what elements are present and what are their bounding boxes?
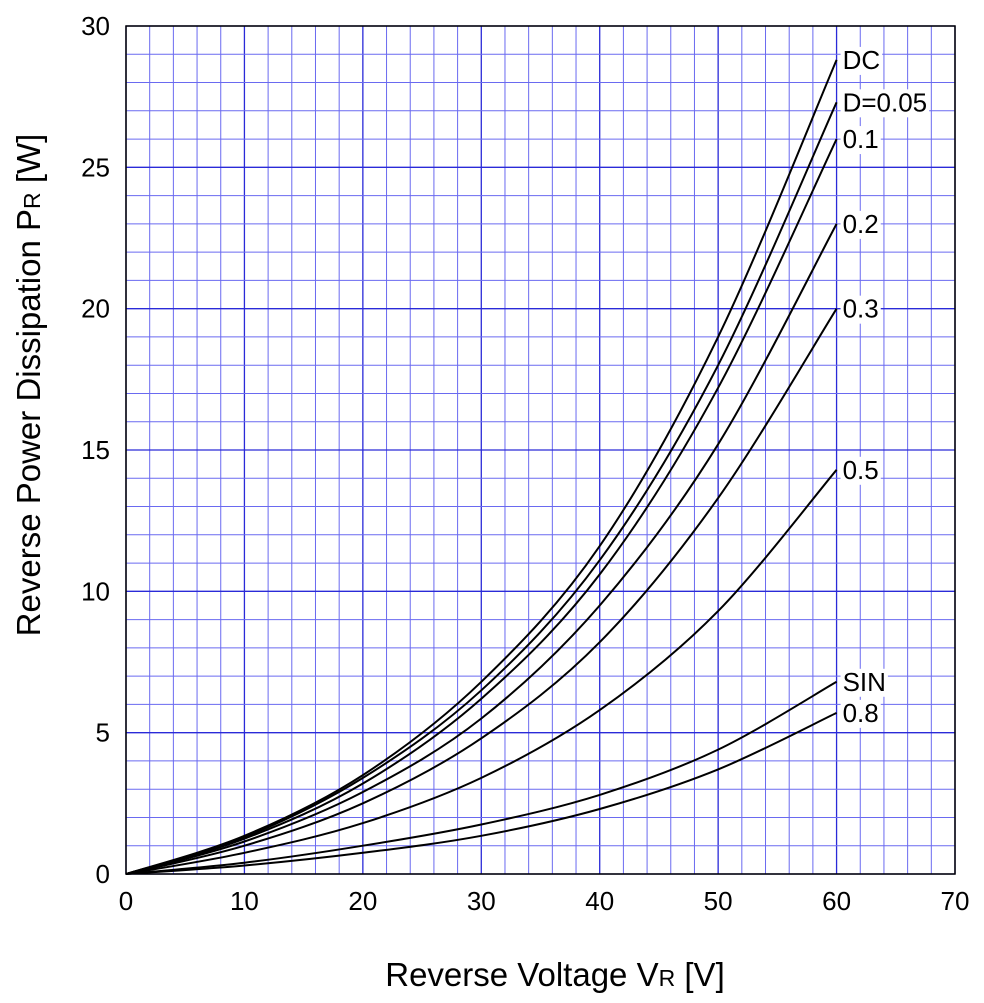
- series-line: [125, 711, 838, 875]
- x-tick-label: 60: [822, 886, 851, 916]
- series-line: [125, 138, 838, 875]
- series-label-background: [840, 126, 881, 155]
- series-label: 0.2: [843, 209, 879, 239]
- y-tick-label: 15: [81, 435, 110, 465]
- series-line: [125, 680, 838, 875]
- x-tick-label: 30: [467, 886, 496, 916]
- x-axis-title: Reverse Voltage VR [V]: [385, 956, 725, 993]
- x-tick-label: 0: [119, 886, 133, 916]
- series-label: 0.3: [843, 294, 879, 324]
- grid: [125, 25, 956, 875]
- series-label-background: [840, 210, 881, 239]
- y-tick-label: 5: [96, 718, 110, 748]
- y-tick-label: 25: [81, 152, 110, 182]
- series-label-background: [840, 699, 881, 728]
- series-label: 0.5: [843, 455, 879, 485]
- x-tick-label: 40: [585, 886, 614, 916]
- series-line: [125, 101, 838, 875]
- series-line: [125, 59, 838, 875]
- series-label: 0.8: [843, 698, 879, 728]
- series-line: [125, 223, 838, 875]
- plot-frame: [125, 25, 956, 875]
- series-label-background: [840, 295, 881, 324]
- series-label: D=0.05: [843, 87, 928, 117]
- y-tick-label: 30: [81, 11, 110, 41]
- x-tick-label: 50: [704, 886, 733, 916]
- series-label: 0.1: [843, 124, 879, 154]
- y-tick-label: 0: [96, 859, 110, 889]
- series-label: SIN: [843, 667, 886, 697]
- series-label-background: [840, 456, 881, 485]
- series-label: DC: [843, 45, 881, 75]
- series-line: [125, 469, 838, 875]
- y-tick-label: 20: [81, 294, 110, 324]
- tick-labels: 0 10 20 30 40 50 60 70 0 5 10 15 20 25 30: [81, 11, 969, 916]
- x-tick-label: 20: [348, 886, 377, 916]
- series-label-background: [840, 89, 930, 118]
- y-tick-label: 10: [81, 576, 110, 606]
- y-axis-title: Reverse Power Dissipation PR [W]: [10, 134, 47, 637]
- series-label-background: [840, 668, 888, 697]
- curves: [125, 59, 838, 875]
- series-line: [125, 308, 838, 875]
- x-tick-label: 70: [941, 886, 970, 916]
- x-tick-label: 10: [230, 886, 259, 916]
- series-label-background: [840, 46, 883, 75]
